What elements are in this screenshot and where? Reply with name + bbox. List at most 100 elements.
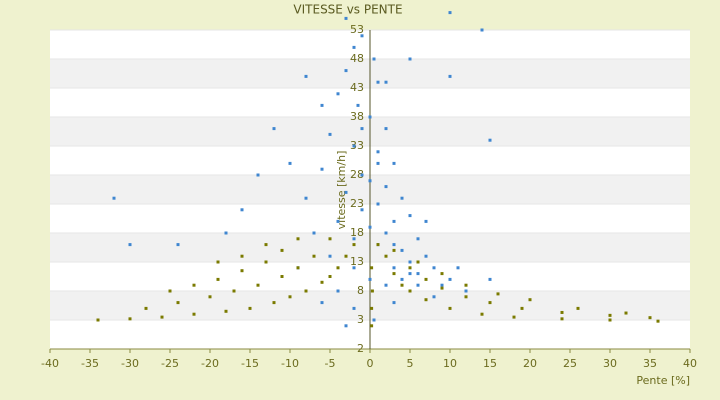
point [280,248,284,252]
point [336,92,340,96]
point [448,277,452,281]
point [328,275,332,278]
x-tick-label: 30 [603,357,617,370]
x-tick-label: -35 [81,357,99,370]
point [312,254,316,258]
point [320,103,324,107]
point [320,167,324,171]
point [344,324,348,328]
point [370,289,374,293]
point [370,306,374,310]
point [280,275,284,278]
point [408,289,412,293]
point [480,312,484,316]
point [576,306,580,310]
y-tick-label: 43 [350,81,364,94]
x-tick-label: 20 [523,357,537,370]
point [384,254,388,258]
point [168,289,172,293]
point [488,301,492,305]
point [648,316,652,320]
point [432,295,436,299]
point [440,286,444,290]
point [192,312,196,316]
point [416,237,420,241]
point [368,179,372,183]
point [232,289,236,293]
x-tick-label: 15 [483,357,497,370]
point [384,127,388,131]
point [408,214,412,218]
point [360,127,364,131]
point [224,231,228,235]
point [408,272,412,276]
point [296,266,300,270]
y-tick-label: 48 [350,52,364,65]
point [400,283,404,287]
point [408,57,412,61]
point [256,283,260,287]
point [336,289,340,293]
point [264,243,268,247]
point [328,132,332,136]
point [400,196,404,200]
point [264,260,268,264]
point [480,28,484,32]
point [372,57,376,61]
point [408,260,412,264]
point [392,266,396,270]
point [448,11,452,15]
y-tick-label: 13 [350,255,364,268]
point [352,243,356,247]
point [352,237,356,241]
point [370,266,374,270]
point [360,173,364,177]
point [560,317,564,321]
point [464,289,468,293]
point [424,254,428,258]
point [400,277,404,281]
point [216,277,220,281]
point [372,318,376,322]
point [344,69,348,73]
y-tick-label: 8 [357,284,364,297]
point [208,295,212,299]
point [320,301,324,305]
point [376,243,380,247]
point [240,269,244,273]
point [304,74,308,78]
point [112,196,116,200]
point [408,266,412,270]
y-tick-label: 28 [350,168,364,181]
point [440,283,444,287]
point [376,150,380,154]
point [416,272,420,276]
x-tick-label: -20 [201,357,219,370]
x-tick-label: 25 [563,357,577,370]
point [656,319,660,323]
point [344,254,348,258]
point [512,315,516,319]
point [336,219,340,223]
point [320,280,324,284]
x-tick-label: 5 [407,357,414,370]
x-tick-label: 40 [683,357,697,370]
point [376,80,380,84]
point [368,277,372,281]
point [288,161,292,165]
point [160,315,164,319]
point [176,301,180,305]
point [216,260,220,264]
point [392,219,396,223]
point [304,289,308,293]
point [392,248,396,252]
x-tick-label: -30 [121,357,139,370]
x-tick-label: 0 [367,357,374,370]
point [352,266,356,270]
point [336,266,340,270]
x-tick-label: -15 [241,357,259,370]
y-axis-label: vitesse [km/h] [335,151,348,230]
point [488,138,492,142]
point [520,306,524,310]
